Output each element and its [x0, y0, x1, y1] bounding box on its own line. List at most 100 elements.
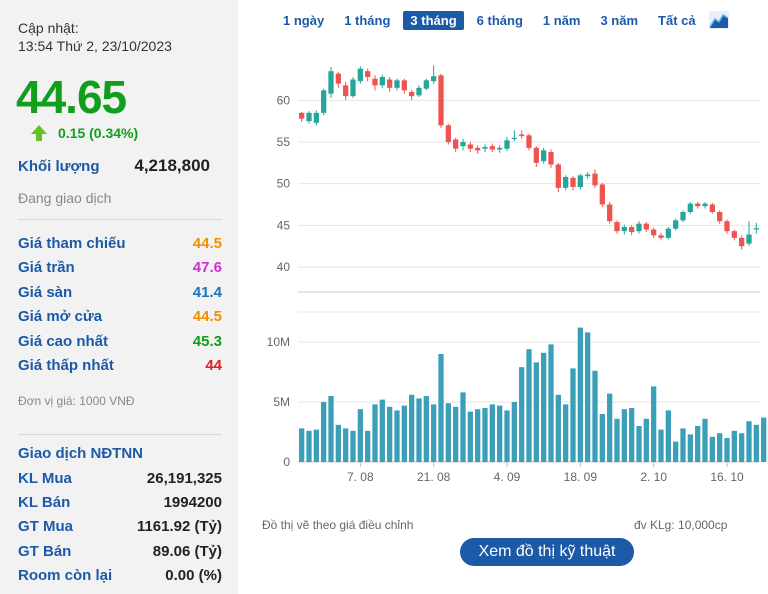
quote-panel: Cập nhật: 13:54 Thứ 2, 23/10/2023 44.65 … — [0, 0, 238, 594]
volume-bar — [431, 404, 437, 462]
divider — [18, 219, 222, 220]
candle-body — [577, 175, 583, 187]
volume-bar — [497, 405, 503, 462]
volume-unit-note: đv KLg: 10,000cp — [634, 518, 728, 532]
candle-body — [416, 87, 422, 96]
tab-3-years[interactable]: 3 năm — [600, 12, 639, 28]
candle-body — [453, 139, 459, 149]
volume-bar — [335, 424, 341, 462]
candle-body — [665, 228, 671, 238]
volume-bar — [511, 402, 517, 462]
volume-bar — [350, 430, 356, 462]
candle-body — [519, 134, 525, 137]
candle-body — [504, 140, 510, 149]
volume-bar — [533, 362, 539, 462]
price-unit: Đơn vị giá: 1000 VNĐ — [18, 394, 135, 408]
candle-body — [379, 77, 385, 86]
volume-bar — [489, 404, 495, 462]
update-time: 13:54 Thứ 2, 23/10/2023 — [18, 38, 172, 54]
price-label-reference: Giá tham chiếu — [18, 235, 126, 252]
price-value-ceiling: 47.6 — [192, 259, 222, 276]
foreign-value-buy-volume: 26,191,325 — [146, 470, 222, 487]
price-value-low: 44 — [205, 357, 222, 374]
tab-1-month[interactable]: 1 tháng — [344, 12, 391, 28]
price-label-low: Giá thấp nhất — [18, 357, 114, 374]
volume-bar — [306, 430, 312, 462]
candle-body — [511, 137, 517, 140]
chart-area-icon[interactable] — [708, 11, 729, 29]
volume-bar — [753, 424, 759, 462]
volume-bar — [387, 406, 393, 462]
candle-body — [607, 204, 613, 222]
price-value-reference: 44.5 — [192, 235, 222, 252]
volume-tick-label: 0 — [283, 455, 290, 469]
divider — [18, 434, 222, 435]
price-value-floor: 41.4 — [192, 284, 222, 301]
volume-bar — [299, 428, 305, 462]
tab-all[interactable]: Tất cả — [658, 12, 696, 28]
x-tick-label: 4. 09 — [494, 470, 521, 484]
volume-value: 4,218,800 — [134, 156, 210, 175]
volume-bar — [577, 327, 583, 462]
candle-body — [394, 80, 400, 88]
candle-body — [401, 80, 407, 91]
candle-body — [731, 231, 737, 238]
candle-body — [570, 177, 576, 187]
candle-body — [753, 228, 759, 230]
candle-body — [313, 112, 319, 123]
candle-body — [541, 150, 547, 162]
foreign-label-sell-value: GT Bán — [18, 543, 72, 560]
volume-bar — [614, 418, 620, 462]
foreign-label-sell-volume: KL Bán — [18, 494, 71, 511]
volume-bar — [504, 410, 510, 462]
period-tabs: 1 ngày 1 tháng 3 tháng 6 tháng 1 năm 3 n… — [276, 8, 729, 32]
volume-bar — [555, 394, 561, 462]
volume-bar — [585, 332, 591, 462]
candle-body — [423, 80, 429, 89]
tab-1-day[interactable]: 1 ngày — [283, 12, 325, 28]
volume-bar — [519, 367, 525, 462]
candle-body — [460, 142, 466, 147]
foreign-trading-title: Giao dịch NĐTNN — [18, 445, 144, 462]
volume-bar — [526, 349, 532, 462]
tab-1-year[interactable]: 1 năm — [542, 12, 581, 28]
volume-bar — [702, 418, 708, 462]
candle-body — [321, 90, 327, 113]
candle-body — [467, 144, 473, 149]
volume-bar — [482, 408, 488, 462]
volume-bar — [746, 421, 752, 462]
price-label-high: Giá cao nhất — [18, 333, 109, 350]
volume-bar — [665, 410, 671, 462]
volume-bar — [438, 354, 444, 462]
volume-bar — [599, 414, 605, 462]
tab-3-months[interactable]: 3 tháng — [403, 10, 464, 30]
volume-bar — [475, 409, 481, 462]
candle-body — [555, 164, 561, 188]
volume-bar — [563, 404, 569, 462]
volume-bar — [423, 396, 429, 462]
candle-body — [658, 235, 664, 238]
candle-body — [475, 147, 481, 151]
candle-body — [621, 227, 627, 232]
candle-body — [592, 173, 598, 186]
candle-body — [387, 79, 393, 88]
volume-bar — [394, 410, 400, 462]
candle-body — [585, 174, 591, 177]
price-tick-label: 55 — [277, 135, 291, 149]
volume-bar — [328, 396, 334, 462]
arrow-up-icon — [31, 125, 47, 141]
volume-series — [299, 327, 767, 462]
foreign-label-buy-value: GT Mua — [18, 518, 73, 535]
technical-chart-button[interactable]: Xem đồ thị kỹ thuật — [460, 538, 634, 566]
price-change-value: 0.15 (0.34%) — [58, 125, 139, 141]
candle-body — [746, 234, 752, 244]
volume-bar — [731, 430, 737, 462]
candle-body — [445, 125, 451, 142]
tab-6-months[interactable]: 6 tháng — [476, 12, 523, 28]
volume-tick-label: 5M — [273, 395, 290, 409]
price-label-floor: Giá sàn — [18, 284, 73, 301]
volume-bar — [379, 399, 385, 462]
volume-bar — [570, 368, 576, 462]
volume-bar — [548, 344, 554, 462]
